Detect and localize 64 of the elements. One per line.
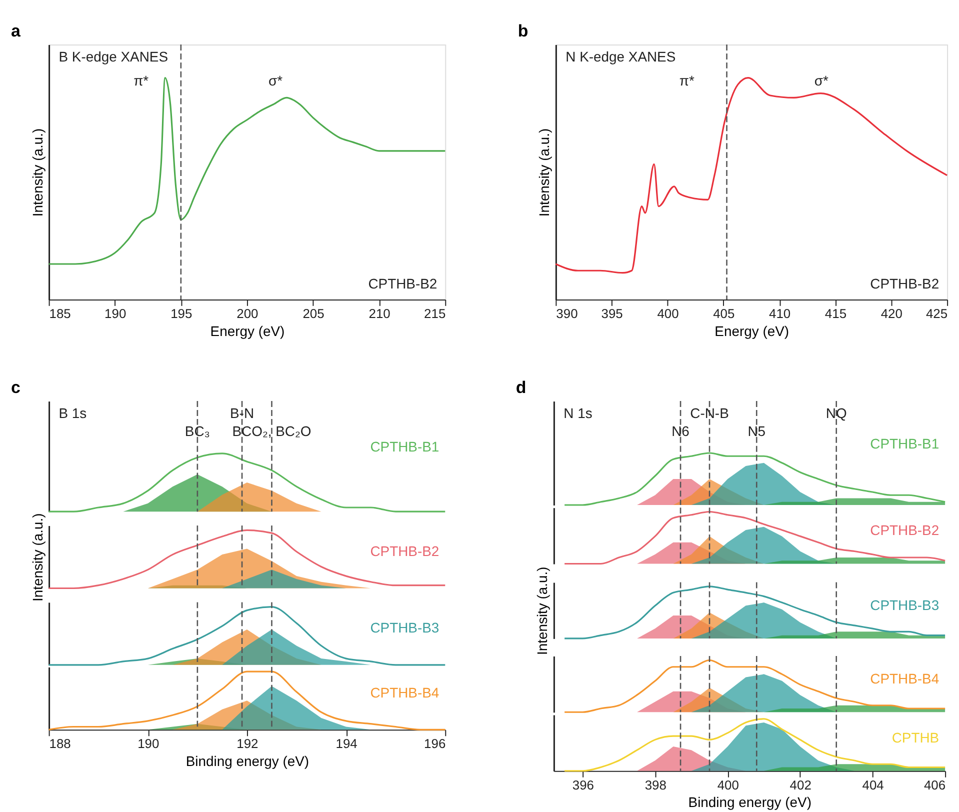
x-tick-label: 415: [824, 306, 847, 321]
x-tick-label: 405: [713, 306, 735, 321]
text: b: [518, 22, 528, 41]
text: c: [10, 378, 20, 398]
x-tick-label: 390: [556, 306, 578, 321]
ref-line-label: N6: [672, 422, 690, 439]
annotation: π*: [679, 72, 696, 88]
y-axis-title: Intensity (a.u.): [536, 128, 552, 217]
series-label: CPTHB-B4: [370, 684, 440, 700]
x-tick-label: 400: [657, 306, 679, 321]
x-axis-title: Energy (eV): [210, 322, 285, 339]
x-tick-label: 410: [769, 306, 791, 321]
chart-title: N 1s: [564, 404, 592, 421]
chart-title: B K-edge XANES: [58, 48, 168, 64]
annotation: σ*: [268, 72, 284, 88]
series-label: CPTHB-B4: [870, 670, 940, 687]
series-label: CPTHB: [892, 729, 940, 746]
annotation: σ*: [814, 72, 829, 88]
x-axis-title: Binding energy (eV): [688, 794, 812, 810]
x-tick-label: 192: [236, 736, 258, 752]
text: CPTHB-B1: [370, 438, 440, 454]
x-tick-label: 404: [862, 777, 884, 792]
text: d: [516, 378, 526, 398]
x-axis-title: Energy (eV): [714, 322, 790, 339]
x-tick-label: 395: [601, 306, 623, 321]
series-label: CPTHB-B2: [370, 542, 440, 559]
series-label: CPTHB-B2: [870, 522, 940, 538]
annotation: CPTHB-B2: [368, 276, 438, 292]
text: CPTHB-B1: [870, 436, 940, 452]
x-tick-label: 398: [644, 777, 666, 792]
x-tick-label: 425: [926, 306, 948, 321]
y-axis-title: Intensity (a.u.): [534, 566, 550, 656]
x-tick-label: 190: [104, 306, 126, 321]
annotation: π*: [134, 72, 150, 88]
ref-line-label: BC₃: [184, 422, 210, 439]
x-tick-label: 185: [49, 306, 71, 321]
ref-line-label: B-N: [230, 404, 254, 421]
y-axis-title: Intensity (a.u.): [29, 128, 46, 217]
x-tick-label: 188: [49, 736, 71, 752]
x-tick-label: 396: [572, 777, 594, 792]
series-label: CPTHB-B3: [370, 620, 440, 636]
x-tick-label: 190: [138, 736, 160, 752]
x-tick-label: 210: [368, 306, 390, 321]
x-tick-label: 400: [717, 777, 739, 792]
ref-line-label: NQ: [826, 404, 847, 421]
x-tick-label: 205: [302, 306, 324, 321]
y-axis-title: Intensity (a.u.): [29, 513, 46, 602]
ref-line-label: BCO₂, BC₂O: [232, 422, 312, 439]
x-tick-label: 406: [924, 777, 946, 792]
x-tick-label: 194: [336, 736, 358, 752]
x-tick-label: 215: [424, 306, 446, 321]
chart-title: B 1s: [58, 404, 87, 421]
x-axis-title: Binding energy (eV): [186, 753, 310, 770]
series-label: CPTHB-B3: [870, 596, 940, 613]
text: a: [10, 22, 21, 41]
x-tick-label: 195: [170, 306, 192, 321]
x-tick-label: 196: [424, 736, 446, 752]
annotation: CPTHB-B2: [870, 276, 940, 292]
ref-line-label: N5: [748, 422, 766, 439]
ref-line-label: C-N-B: [690, 404, 729, 421]
x-tick-label: 420: [880, 306, 902, 321]
x-tick-label: 402: [790, 777, 812, 792]
x-tick-label: 200: [236, 306, 258, 321]
chart-title: N K-edge XANES: [566, 48, 676, 64]
